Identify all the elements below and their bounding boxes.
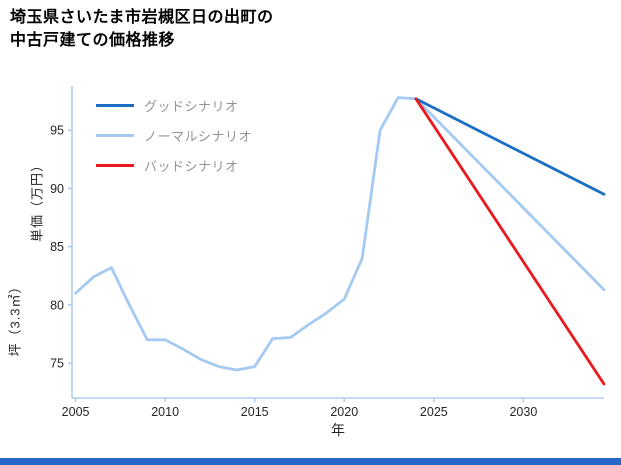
legend-label: バッドシナリオ [144, 158, 239, 174]
x-tick-label: 2015 [241, 405, 269, 419]
legend-swatch [96, 163, 134, 167]
x-tick-label: 2030 [509, 405, 537, 419]
chart-title-line1: 埼玉県さいたま市岩槻区日の出町の [10, 9, 274, 26]
legend-item: グッドシナリオ [96, 90, 252, 120]
legend-label: ノーマルシナリオ [144, 128, 253, 144]
legend: グッドシナリオ ノーマルシナリオ バッドシナリオ [96, 90, 252, 180]
chart-title: 埼玉県さいたま市岩槻区日の出町の 中古戸建ての価格推移 [10, 6, 274, 52]
x-tick-label: 2025 [420, 405, 448, 419]
series-line-1 [74, 96, 606, 372]
series-line-2 [414, 97, 606, 386]
legend-item: ノーマルシナリオ [96, 120, 252, 150]
y-tick-label: 85 [50, 240, 64, 254]
y-tick-label: 95 [50, 124, 64, 138]
legend-swatch [96, 103, 134, 107]
y-tick-label: 90 [50, 182, 64, 196]
legend-label: グッドシナリオ [144, 98, 239, 114]
y-axis-label-tsubo: 坪（3.3㎡） [7, 279, 23, 357]
legend-item: バッドシナリオ [96, 150, 252, 180]
series-line-0 [414, 97, 606, 196]
legend-swatch [96, 133, 134, 137]
chart-title-line2: 中古戸建ての価格推移 [10, 32, 176, 49]
x-tick-label: 2010 [151, 405, 179, 419]
x-tick-label: 2005 [62, 405, 90, 419]
bottom-accent-bar [0, 458, 621, 465]
y-tick-label: 80 [50, 298, 64, 312]
y-axis-label-unit: 単価（万円） [29, 157, 45, 243]
x-tick-label: 2020 [330, 405, 358, 419]
x-axis-label: 年 [331, 422, 345, 438]
y-tick-label: 75 [50, 357, 64, 371]
